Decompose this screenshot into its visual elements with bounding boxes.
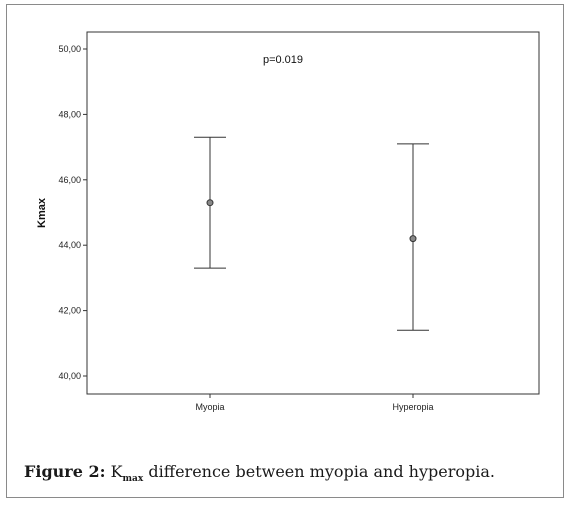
error-bars (194, 136, 429, 331)
plot-area (86, 31, 540, 395)
caption-k-subscript: max (122, 474, 144, 484)
x-tick-label: Myopia (195, 402, 224, 412)
x-axis: Myopia Hyperopia (195, 394, 434, 412)
caption-text: difference between myopia and hyperopia. (143, 462, 495, 481)
y-axis: 40,00 42,00 44,00 46,00 48,00 50,00 (58, 44, 87, 381)
error-bar-chart: 40,00 42,00 44,00 46,00 48,00 50,00 Myopia Hyp… (36, 31, 540, 412)
y-tick-label: 40,00 (58, 371, 81, 381)
y-tick-label: 42,00 (58, 306, 81, 316)
p-value-annotation: p=0.019 (263, 54, 303, 66)
y-axis-label: Kmax (36, 197, 48, 228)
y-tick-label: 50,00 (58, 44, 81, 54)
y-tick-label: 46,00 (58, 175, 81, 185)
y-tick-label: 48,00 (58, 109, 81, 119)
mean-point (409, 235, 417, 243)
error-bar-myopia (194, 136, 226, 269)
x-tick-label: Hyperopia (392, 402, 433, 412)
caption-k-letter: K (110, 462, 123, 481)
caption-label: Figure 2: (24, 462, 106, 481)
error-bar-hyperopia (397, 143, 429, 331)
figure-caption: Figure 2: Kmax difference between myopia… (24, 462, 554, 484)
mean-point (206, 199, 214, 207)
y-tick-label: 44,00 (58, 240, 81, 250)
